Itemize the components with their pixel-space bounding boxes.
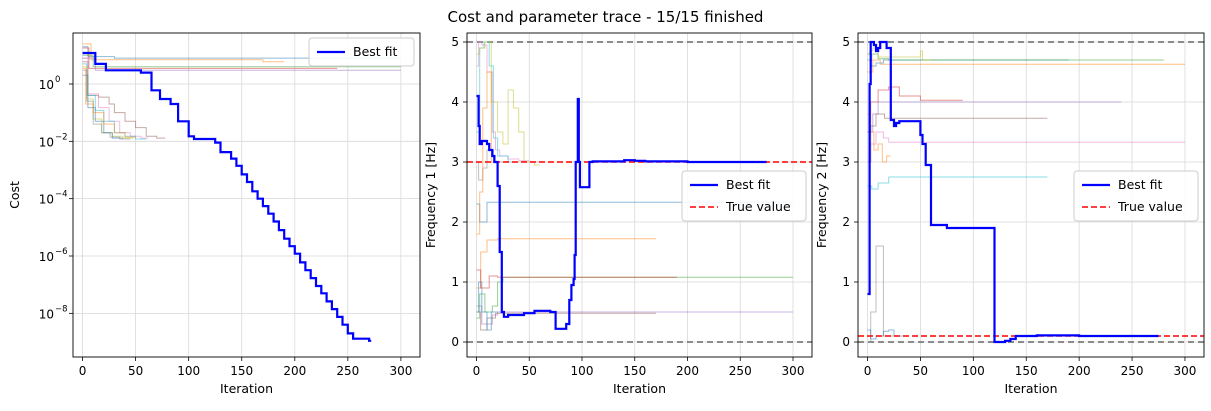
y-tick-exponent: −6 bbox=[55, 247, 68, 257]
legend-label: Best fit bbox=[353, 44, 398, 59]
x-tick-label: 150 bbox=[1015, 364, 1038, 378]
x-tick-label: 200 bbox=[676, 364, 699, 378]
best-fit-line bbox=[82, 51, 372, 342]
x-tick-label: 100 bbox=[177, 364, 200, 378]
legend-label: Best fit bbox=[1118, 177, 1163, 192]
legend-label: True value bbox=[1117, 199, 1183, 214]
x-tick-label: 0 bbox=[864, 364, 872, 378]
legend: Best fit bbox=[308, 37, 415, 67]
x-tick-label: 250 bbox=[729, 364, 752, 378]
x-tick-label: 300 bbox=[389, 364, 412, 378]
trace-line bbox=[867, 86, 963, 133]
legend: Best fit True value bbox=[1073, 170, 1199, 222]
x-axis-label: Iteration bbox=[220, 381, 273, 396]
y-tick-label: 10 bbox=[39, 193, 54, 207]
legend-box bbox=[1073, 170, 1199, 222]
y-tick-exponent: −8 bbox=[55, 304, 68, 314]
plot-area bbox=[82, 43, 401, 342]
y-tick-label: 5 bbox=[842, 35, 850, 49]
trace-line bbox=[476, 269, 677, 289]
trace-line bbox=[82, 43, 285, 63]
y-axis-label: Frequency 1 [Hz] bbox=[423, 142, 438, 248]
plot-area bbox=[858, 40, 1204, 344]
y-tick-label: 0 bbox=[842, 335, 850, 349]
trace-line bbox=[82, 74, 123, 139]
x-tick-label: 150 bbox=[230, 364, 253, 378]
y-tick-label: 2 bbox=[451, 215, 459, 229]
x-axis-label: Iteration bbox=[613, 381, 666, 396]
chart-panel-3: 0 50 100 150 200 250 300 0 1 2 3 4 5 Iteration Frequen… bbox=[814, 32, 1205, 396]
x-tick-label: 50 bbox=[128, 364, 143, 378]
trace-line bbox=[867, 245, 894, 343]
y-tick-label: 10 bbox=[39, 307, 54, 321]
trace-line bbox=[867, 59, 1185, 73]
legend-label: Best fit bbox=[726, 177, 771, 192]
figure-title: Cost and parameter trace - 15/15 finishe… bbox=[447, 8, 764, 26]
chart-panel-2: 0 50 100 150 200 250 300 0 1 2 3 4 5 Iteration Frequen… bbox=[423, 32, 813, 396]
y-axis-label: Cost bbox=[7, 181, 22, 209]
legend-box bbox=[308, 37, 415, 67]
trace-line bbox=[82, 61, 166, 139]
legend: Best fit True value bbox=[681, 170, 807, 222]
y-tick-label: 10 bbox=[39, 78, 54, 92]
trace-line bbox=[82, 66, 134, 139]
y-tick-label: 10 bbox=[39, 135, 54, 149]
x-axis-label: Iteration bbox=[1004, 381, 1057, 396]
y-tick-label: 4 bbox=[451, 95, 459, 109]
trace-line bbox=[82, 54, 401, 68]
axes-frame bbox=[857, 32, 1205, 358]
best-fit-line bbox=[476, 94, 767, 330]
y-tick-label: 4 bbox=[842, 95, 850, 109]
y-tick-label: 5 bbox=[451, 35, 459, 49]
legend-label: True value bbox=[725, 199, 791, 214]
x-tick-label: 50 bbox=[913, 364, 928, 378]
y-tick-exponent: 0 bbox=[55, 75, 60, 85]
y-tick-label: 1 bbox=[451, 275, 459, 289]
trace-line bbox=[476, 281, 498, 331]
x-tick-label: 0 bbox=[473, 364, 481, 378]
x-tick-label: 200 bbox=[1068, 364, 1091, 378]
trace-line bbox=[476, 41, 540, 166]
trace-line bbox=[82, 46, 401, 59]
y-axis-label: Frequency 2 [Hz] bbox=[814, 142, 829, 248]
trace-line bbox=[476, 41, 540, 163]
x-tick-label: 300 bbox=[1174, 364, 1197, 378]
x-tick-label: 0 bbox=[79, 364, 87, 378]
trace-line bbox=[867, 176, 1048, 190]
x-tick-label: 250 bbox=[1121, 364, 1144, 378]
x-tick-label: 50 bbox=[522, 364, 537, 378]
y-tick-label: 3 bbox=[451, 155, 459, 169]
y-tick-label: 0 bbox=[451, 335, 459, 349]
trace-line bbox=[82, 67, 136, 138]
trace-line bbox=[476, 71, 496, 235]
trace-line bbox=[867, 101, 1122, 133]
best-fit-line bbox=[867, 40, 1159, 344]
legend-box bbox=[681, 170, 807, 222]
axes-frame bbox=[466, 32, 813, 358]
y-tick-label: 1 bbox=[842, 275, 850, 289]
trace-line bbox=[867, 329, 905, 340]
axes-frame bbox=[72, 32, 421, 358]
y-tick-exponent: −2 bbox=[55, 132, 68, 142]
x-tick-label: 100 bbox=[962, 364, 985, 378]
x-tick-label: 150 bbox=[623, 364, 646, 378]
x-tick-label: 100 bbox=[571, 364, 594, 378]
trace-line bbox=[867, 47, 931, 61]
trace-line bbox=[82, 69, 131, 140]
trace-line bbox=[476, 238, 656, 289]
trace-line bbox=[867, 131, 1185, 163]
y-tick-label: 3 bbox=[842, 155, 850, 169]
y-tick-label: 10 bbox=[39, 250, 54, 264]
x-tick-label: 250 bbox=[336, 364, 359, 378]
x-tick-label: 200 bbox=[283, 364, 306, 378]
y-tick-exponent: −4 bbox=[55, 190, 68, 200]
plot-area bbox=[467, 41, 812, 343]
y-tick-label: 2 bbox=[842, 215, 850, 229]
x-tick-label: 300 bbox=[782, 364, 805, 378]
